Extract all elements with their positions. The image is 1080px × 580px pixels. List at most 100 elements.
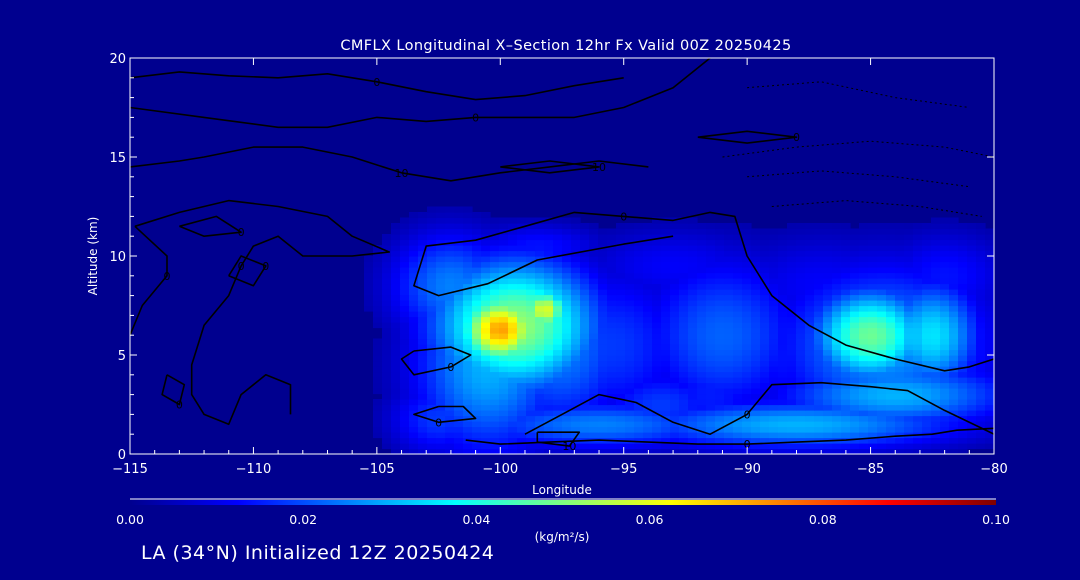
field-cell (472, 294, 482, 301)
field-cell (454, 443, 464, 450)
field-cell (724, 344, 734, 351)
field-cell (877, 421, 887, 428)
field-cell (895, 399, 905, 406)
field-cell (571, 338, 581, 345)
field-cell (517, 305, 527, 312)
field-cell (553, 278, 563, 285)
field-cell (382, 366, 392, 373)
field-cell (571, 421, 581, 428)
field-cell (607, 410, 617, 417)
field-cell (832, 338, 842, 345)
field-cell (625, 355, 635, 362)
field-cell (472, 261, 482, 268)
field-cell (949, 278, 959, 285)
field-cell (427, 206, 437, 213)
field-cell (805, 300, 815, 307)
field-cell (697, 355, 707, 362)
field-cell (625, 278, 635, 285)
field-cell (472, 338, 482, 345)
field-cell (553, 366, 563, 373)
field-cell (724, 250, 734, 257)
field-cell (688, 437, 698, 444)
field-cell (850, 322, 860, 329)
field-cell (490, 421, 500, 428)
field-cell (544, 261, 554, 268)
field-cell (490, 338, 500, 345)
field-cell (751, 437, 761, 444)
field-cell (985, 316, 994, 323)
field-cell (742, 437, 752, 444)
field-cell (706, 410, 716, 417)
field-cell (382, 415, 392, 422)
field-cell (976, 366, 986, 373)
field-cell (940, 432, 950, 439)
field-cell (967, 223, 977, 230)
field-cell (805, 344, 815, 351)
field-cell (985, 360, 994, 367)
field-cell (877, 305, 887, 312)
field-cell (787, 289, 797, 296)
field-cell (526, 393, 536, 400)
field-cell (688, 322, 698, 329)
field-cell (616, 245, 626, 252)
field-cell (670, 245, 680, 252)
field-cell (535, 327, 545, 334)
field-cell (742, 289, 752, 296)
field-cell (634, 399, 644, 406)
field-cell (724, 366, 734, 373)
field-cell (571, 333, 581, 340)
field-cell (841, 443, 851, 450)
field-cell (760, 382, 770, 389)
field-cell (958, 267, 968, 274)
field-cell (580, 228, 590, 235)
field-cell (823, 305, 833, 312)
field-cell (985, 261, 994, 268)
field-cell (679, 283, 689, 290)
field-cell (733, 250, 743, 257)
field-cell (841, 239, 851, 246)
field-cell (913, 223, 923, 230)
field-cell (733, 234, 743, 241)
field-cell (769, 245, 779, 252)
field-cell (949, 355, 959, 362)
field-cell (589, 267, 599, 274)
field-cell (553, 272, 563, 279)
field-cell (850, 426, 860, 433)
field-cell (940, 410, 950, 417)
field-cell (868, 223, 878, 230)
field-cell (544, 366, 554, 373)
field-cell (859, 371, 869, 378)
field-cell (931, 316, 941, 323)
field-cell (769, 305, 779, 312)
field-cell (688, 294, 698, 301)
field-cell (976, 283, 986, 290)
field-cell (616, 443, 626, 450)
field-cell (940, 322, 950, 329)
field-cell (706, 415, 716, 422)
field-cell (706, 278, 716, 285)
field-cell (715, 377, 725, 384)
contour-line (697, 130, 798, 144)
field-cell (949, 327, 959, 334)
field-cell (724, 272, 734, 279)
contour-label: 0 (262, 260, 269, 273)
field-cell (805, 305, 815, 312)
field-cell (490, 228, 500, 235)
field-cell (400, 421, 410, 428)
field-cell (949, 415, 959, 422)
field-cell (778, 421, 788, 428)
field-cell (670, 349, 680, 356)
field-cell (967, 283, 977, 290)
field-cell (760, 415, 770, 422)
field-cell (562, 399, 572, 406)
field-cell (535, 316, 545, 323)
field-cell (742, 421, 752, 428)
field-cell (922, 278, 932, 285)
field-cell (652, 399, 662, 406)
field-cell (472, 250, 482, 257)
field-cell (760, 228, 770, 235)
field-cell (427, 377, 437, 384)
field-cell (697, 250, 707, 257)
field-cell (859, 239, 869, 246)
field-cell (634, 223, 644, 230)
